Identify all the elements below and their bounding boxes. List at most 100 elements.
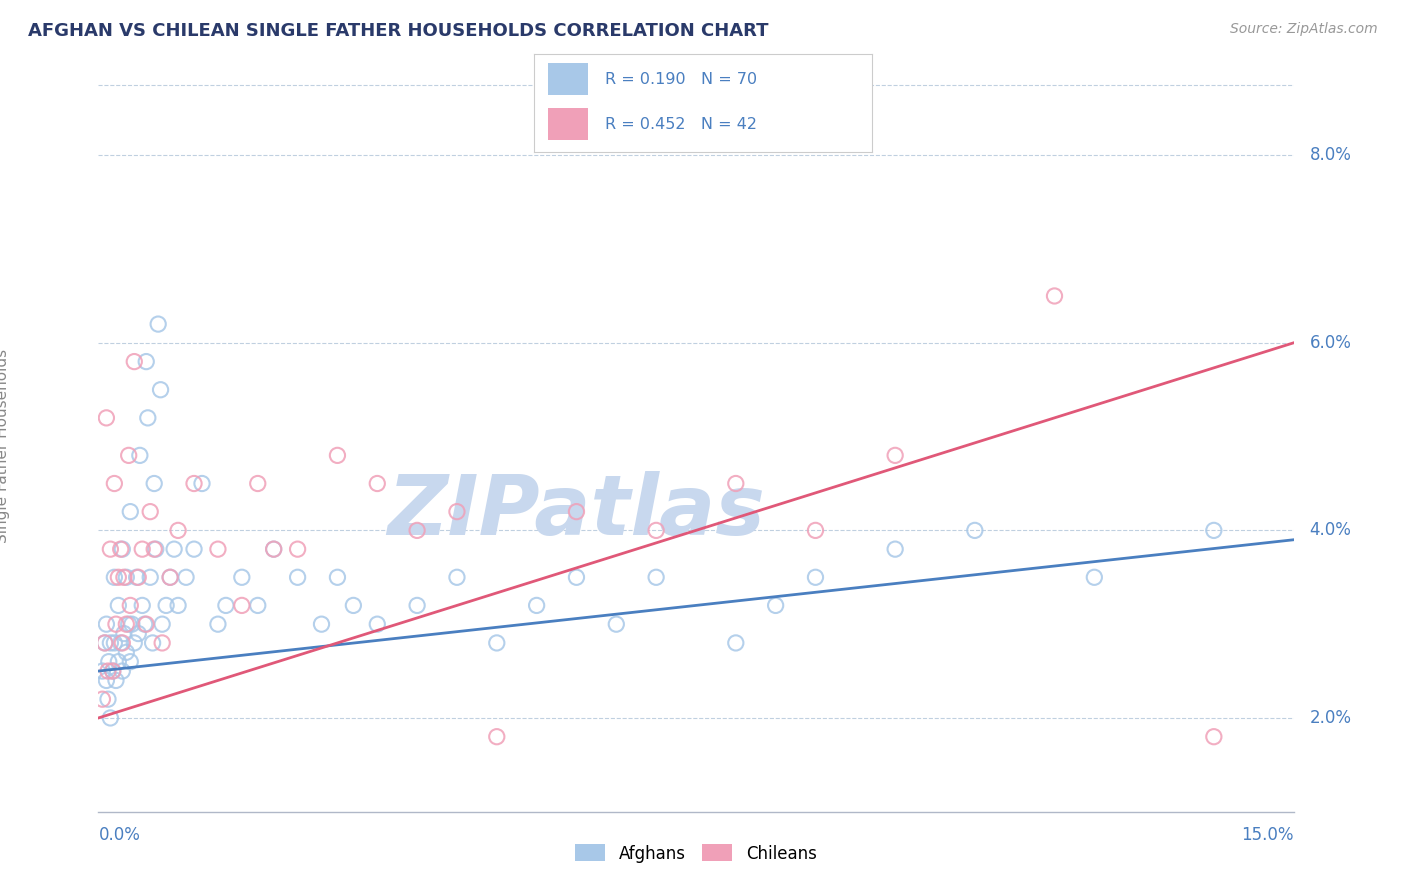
Point	[215, 599, 238, 613]
Point	[97, 692, 120, 706]
Point	[111, 636, 134, 650]
Point	[98, 542, 122, 557]
Point	[124, 354, 146, 368]
Point	[96, 410, 118, 425]
Point	[120, 505, 142, 519]
Point	[120, 655, 142, 669]
Point	[163, 542, 186, 557]
Point	[191, 476, 214, 491]
Point	[134, 617, 156, 632]
Point	[107, 570, 129, 584]
Point	[131, 599, 153, 613]
Point	[724, 476, 747, 491]
Point	[884, 542, 907, 557]
Point	[159, 570, 181, 584]
Point	[207, 617, 229, 632]
Point	[127, 626, 149, 640]
Point	[115, 645, 138, 659]
Point	[98, 711, 122, 725]
Point	[207, 542, 229, 557]
Point	[139, 505, 162, 519]
Point	[139, 570, 162, 584]
Point	[1202, 524, 1225, 538]
Point	[136, 410, 159, 425]
Point	[131, 542, 153, 557]
Point	[526, 599, 548, 613]
Point	[97, 664, 120, 678]
Point	[103, 636, 125, 650]
Point	[342, 599, 364, 613]
Point	[98, 636, 122, 650]
Point	[263, 542, 285, 557]
Point	[231, 570, 253, 584]
Point	[963, 524, 986, 538]
Point	[149, 383, 172, 397]
Point	[111, 542, 134, 557]
Point	[1083, 570, 1105, 584]
Bar	[548, 109, 588, 140]
Point	[183, 476, 205, 491]
Text: Source: ZipAtlas.com: Source: ZipAtlas.com	[1230, 22, 1378, 37]
Point	[366, 476, 388, 491]
Point	[121, 617, 143, 632]
Point	[326, 570, 349, 584]
Point	[183, 542, 205, 557]
Point	[97, 655, 120, 669]
Point	[1043, 289, 1066, 303]
Text: R = 0.452   N = 42: R = 0.452 N = 42	[605, 117, 758, 132]
Point	[246, 476, 269, 491]
Point	[94, 636, 117, 650]
Point	[485, 636, 508, 650]
Point	[103, 476, 125, 491]
Point	[112, 570, 135, 584]
Point	[287, 570, 309, 584]
Text: AFGHAN VS CHILEAN SINGLE FATHER HOUSEHOLDS CORRELATION CHART: AFGHAN VS CHILEAN SINGLE FATHER HOUSEHOL…	[28, 22, 769, 40]
Point	[110, 636, 132, 650]
Point	[104, 673, 127, 688]
Point	[107, 655, 129, 669]
Point	[148, 317, 170, 331]
Point	[120, 599, 142, 613]
Point	[246, 599, 269, 613]
Point	[104, 617, 127, 632]
Point	[724, 636, 747, 650]
Point	[103, 570, 125, 584]
Point	[446, 570, 468, 584]
Bar	[548, 63, 588, 95]
Point	[96, 673, 118, 688]
Point	[174, 570, 197, 584]
Point	[406, 599, 429, 613]
Point	[127, 570, 149, 584]
Point	[366, 617, 388, 632]
Point	[565, 505, 588, 519]
Point	[167, 524, 190, 538]
Text: R = 0.190   N = 70: R = 0.190 N = 70	[605, 71, 758, 87]
Text: 0.0%: 0.0%	[98, 826, 141, 844]
Point	[645, 570, 668, 584]
Point	[167, 599, 190, 613]
Point	[645, 524, 668, 538]
Point	[446, 505, 468, 519]
Point	[287, 542, 309, 557]
Point	[143, 542, 166, 557]
Point	[94, 636, 117, 650]
Text: ZIPatlas: ZIPatlas	[388, 471, 765, 552]
Point	[155, 599, 177, 613]
Point	[150, 636, 173, 650]
Point	[124, 636, 146, 650]
Text: Single Father Households: Single Father Households	[0, 349, 10, 543]
Point	[326, 449, 349, 463]
Point	[150, 617, 173, 632]
Text: 2.0%: 2.0%	[1309, 709, 1351, 727]
Point	[125, 570, 148, 584]
Point	[112, 626, 135, 640]
Point	[118, 617, 141, 632]
Point	[91, 692, 114, 706]
Point	[143, 476, 166, 491]
Point	[765, 599, 787, 613]
Point	[142, 636, 165, 650]
Point	[110, 542, 132, 557]
Point	[101, 664, 124, 678]
Text: 6.0%: 6.0%	[1309, 334, 1351, 351]
Point	[91, 664, 114, 678]
